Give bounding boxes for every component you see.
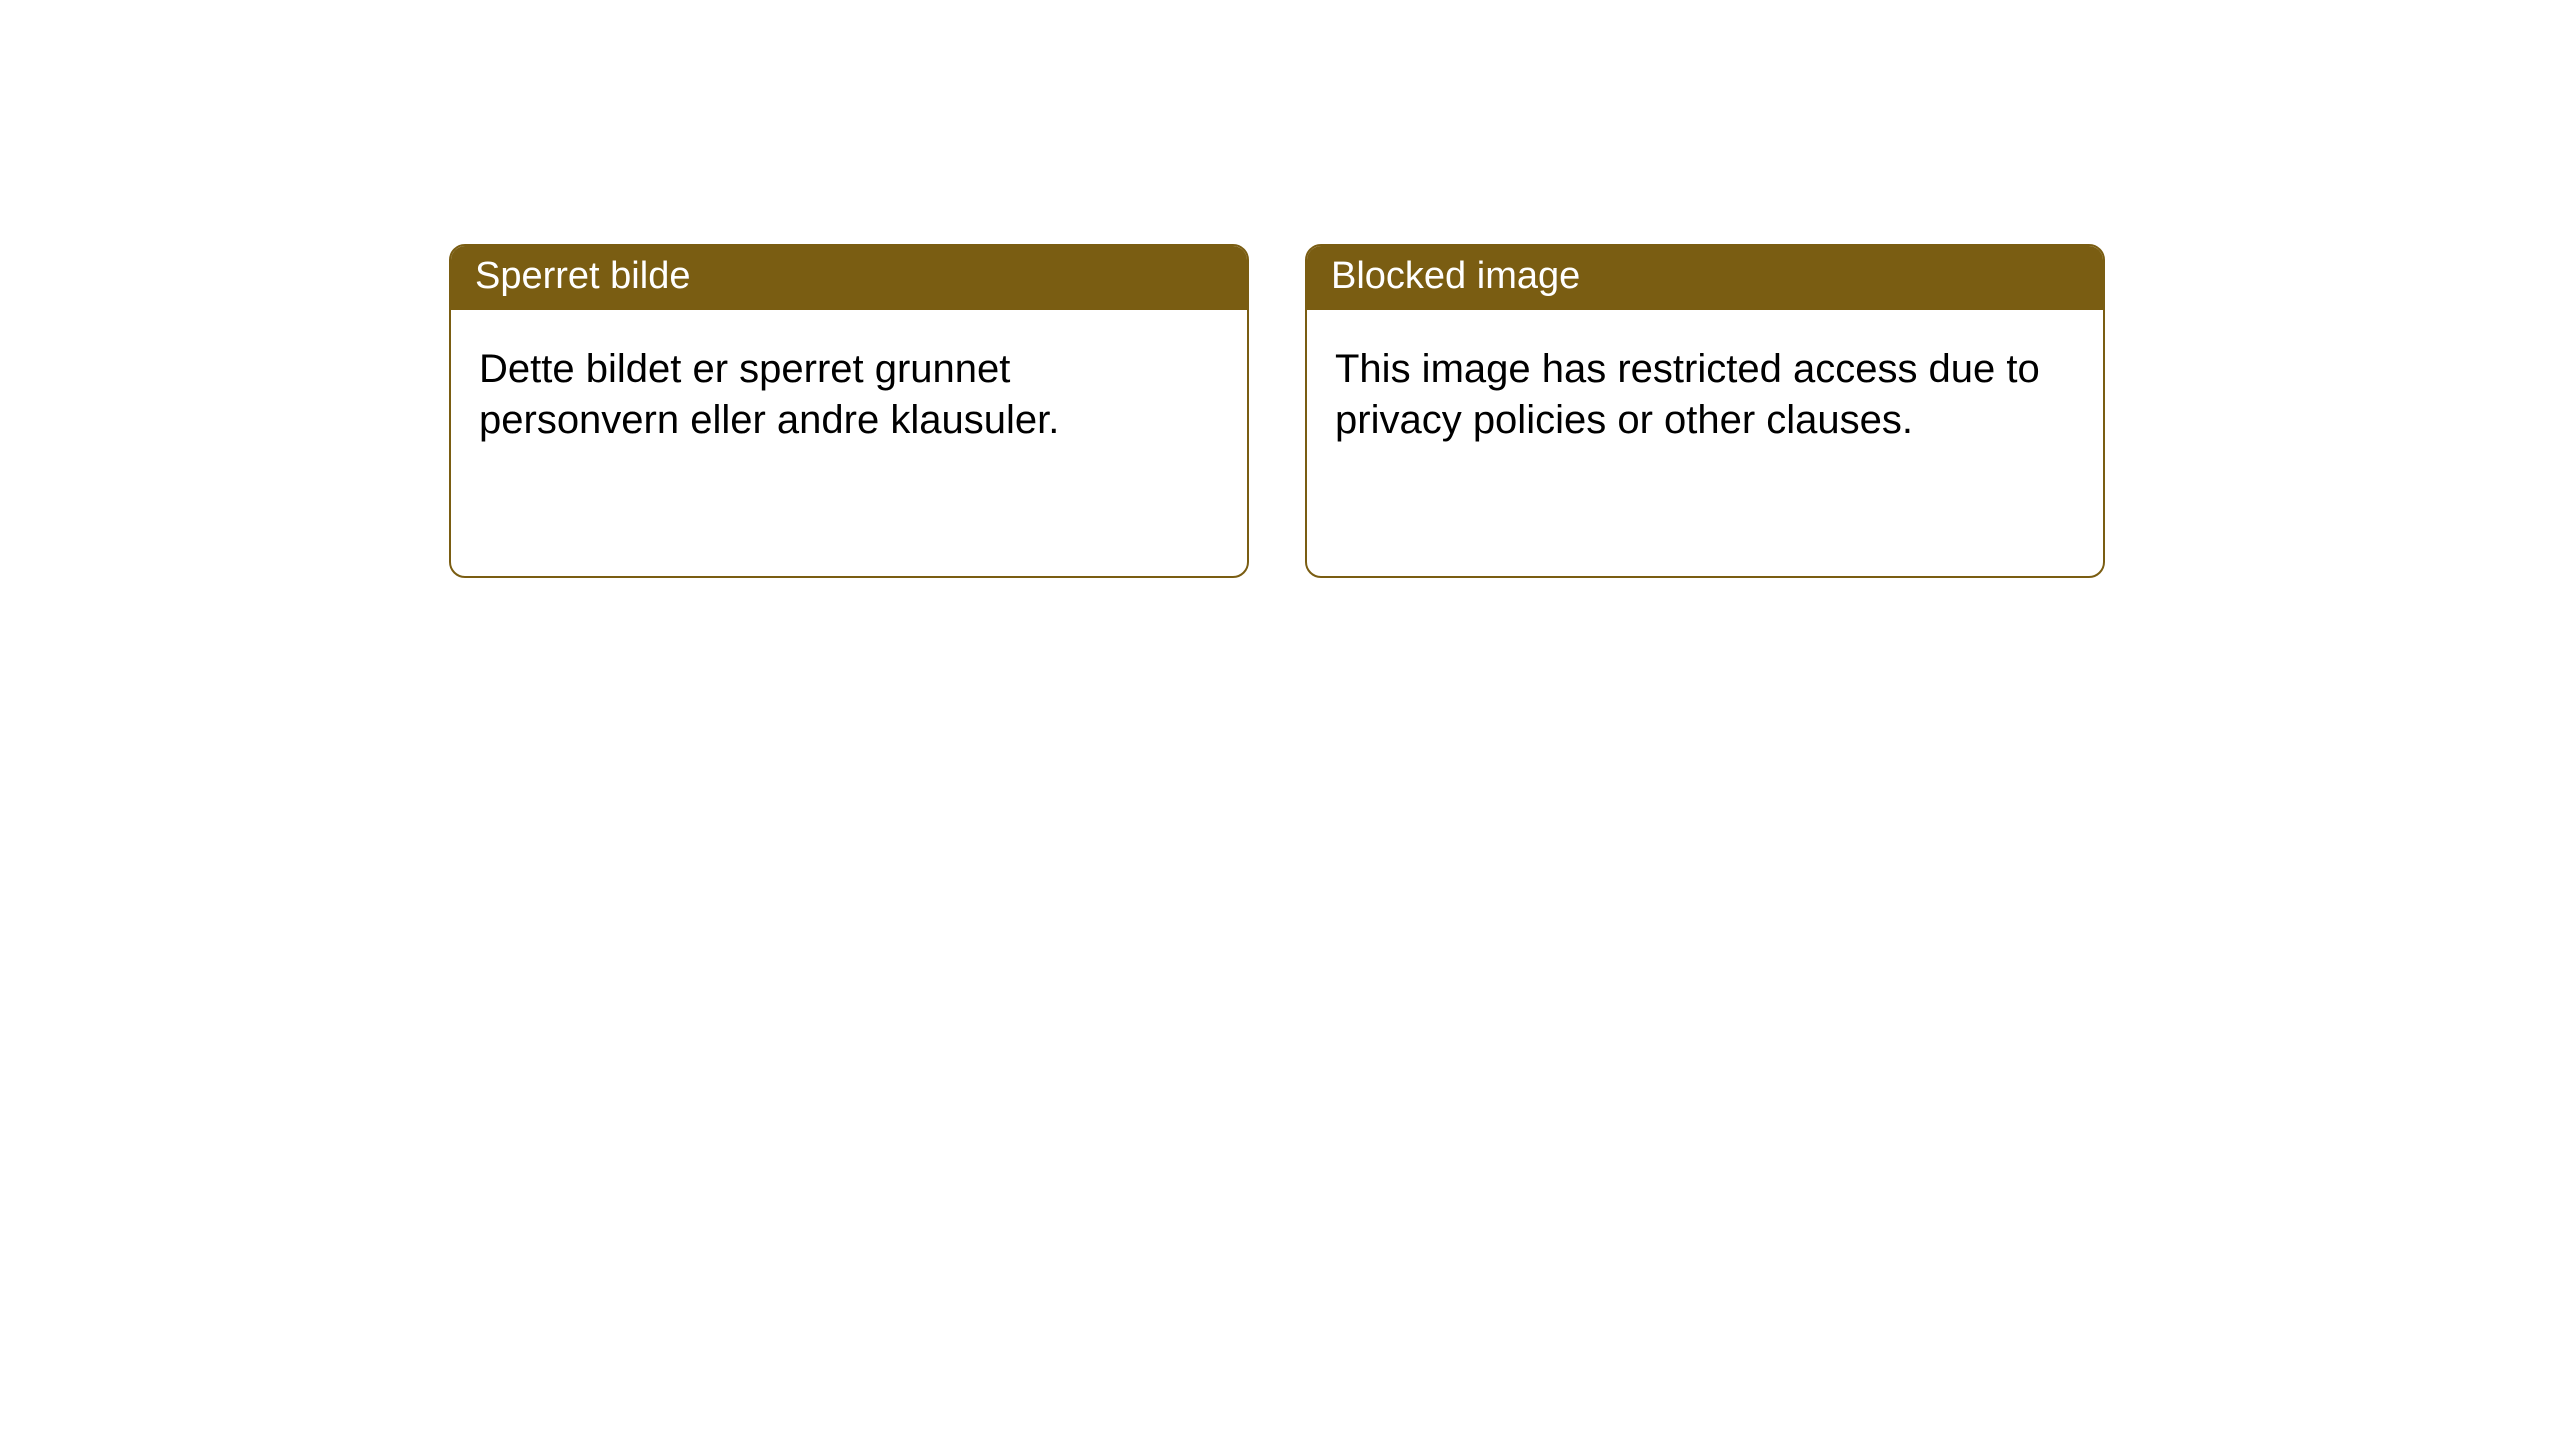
card-header: Sperret bilde <box>451 246 1247 310</box>
blocked-image-card-no: Sperret bilde Dette bildet er sperret gr… <box>449 244 1249 578</box>
blocked-image-card-en: Blocked image This image has restricted … <box>1305 244 2105 578</box>
card-title: Sperret bilde <box>475 255 690 297</box>
card-header: Blocked image <box>1307 246 2103 310</box>
card-title: Blocked image <box>1331 255 1580 297</box>
card-body-text: This image has restricted access due to … <box>1335 347 2040 442</box>
card-body-text: Dette bildet er sperret grunnet personve… <box>479 347 1059 442</box>
card-body: Dette bildet er sperret grunnet personve… <box>451 310 1247 480</box>
notice-cards-container: Sperret bilde Dette bildet er sperret gr… <box>0 0 2560 578</box>
card-body: This image has restricted access due to … <box>1307 310 2103 480</box>
